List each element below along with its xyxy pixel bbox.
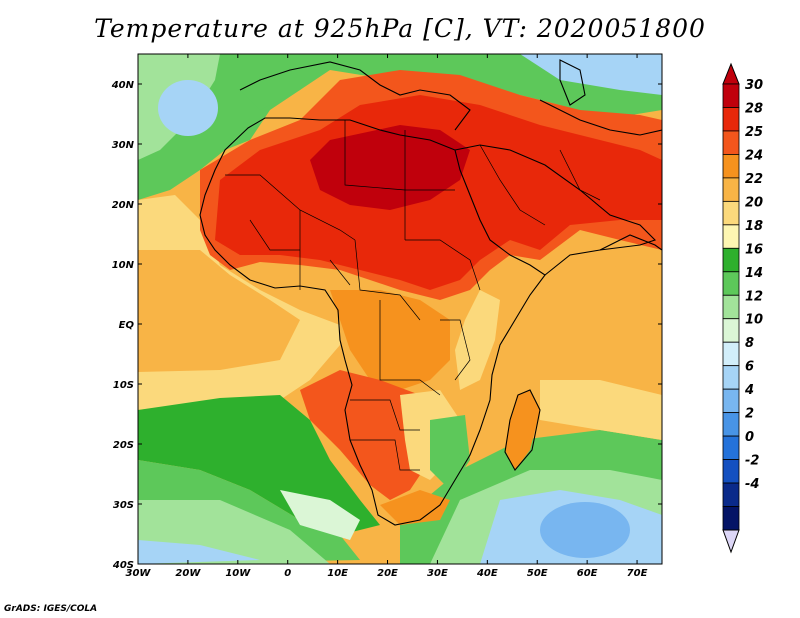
europe-coastline — [239, 61, 471, 131]
colorbar-swatch — [722, 154, 740, 179]
border-line — [344, 120, 406, 240]
lon-label: 0 — [284, 568, 291, 579]
colorbar-level-label: 30 — [745, 78, 763, 93]
border-line — [249, 219, 300, 251]
border-line — [329, 259, 351, 286]
equatorial-atlantic-field — [138, 250, 300, 372]
colorbar-swatch — [722, 482, 740, 507]
colorbar-level-label: 20 — [745, 195, 763, 210]
colorbar-swatch — [722, 412, 740, 437]
credit-label: GrADS: IGES/COLA — [4, 604, 98, 614]
border-line — [404, 130, 455, 191]
map-frame — [137, 53, 663, 565]
colorbar-swatch — [722, 365, 740, 390]
lon-label: 10W — [225, 568, 251, 579]
colorbar-level-label: 18 — [745, 219, 763, 234]
axis-ticks: 30W 20W 10W 0 10E 20E 30E 40E 50E 60E 70E 40N 30N 20N… — [111, 54, 662, 579]
colorbar-level-label: 12 — [745, 289, 763, 304]
south-africa-warm-field — [380, 490, 450, 525]
lon-label: 30W — [126, 568, 152, 579]
colorbar-swatch — [722, 224, 740, 249]
border-line — [440, 319, 471, 381]
lat-label: 40N — [111, 80, 135, 91]
lat-label: 30N — [112, 140, 135, 151]
temperature-field — [138, 54, 662, 564]
atlantic-cold-blob — [158, 80, 218, 136]
colorbar-level-label: 2 — [745, 407, 754, 422]
colorbar-level-label: 4 — [744, 383, 754, 398]
colorbar-swatch — [722, 271, 740, 296]
map-title: Temperature at 925hPa [C], VT: 202005180… — [94, 14, 706, 43]
lon-label: 20E — [377, 568, 398, 579]
colorbar-swatch — [722, 294, 740, 320]
lon-label: 30E — [427, 568, 448, 579]
iran-coastline — [539, 99, 662, 136]
africa-coastline — [199, 117, 546, 526]
caspian-cold-field — [520, 54, 662, 95]
caspian-coastline — [559, 59, 586, 106]
lon-label: 10E — [327, 568, 348, 579]
colorbar-swatch — [722, 107, 740, 132]
colorbar-level-label: -4 — [745, 477, 759, 492]
colorbar-level-label: -2 — [745, 454, 759, 469]
colorbar-level-label: 10 — [745, 313, 763, 328]
lat-label: 20N — [112, 200, 135, 211]
country-borders — [225, 120, 601, 471]
colorbar-swatch — [722, 200, 740, 226]
colorbar-level-label: 28 — [745, 101, 763, 116]
border-line — [405, 239, 481, 291]
colorbar-level-label: 16 — [745, 242, 763, 257]
central-africa-warm-field — [330, 290, 450, 390]
colorbar-swatch — [722, 459, 740, 484]
colorbar-level-label: 25 — [745, 125, 763, 140]
gulf-coastline — [599, 234, 662, 251]
colorbar-level-label: 8 — [745, 336, 754, 351]
colorbar-swatch — [722, 388, 740, 414]
colorbar-swatch — [722, 506, 740, 531]
colorbar-level-label: 22 — [745, 172, 763, 187]
lat-label: 30S — [113, 500, 134, 511]
central-sahara-peak-field — [310, 125, 470, 210]
lat-label: 10N — [112, 260, 135, 271]
colorbar-level-label: 0 — [745, 430, 754, 445]
lon-label: 70E — [627, 568, 648, 579]
border-line — [479, 144, 546, 226]
south-indian-cold-blob — [540, 502, 630, 558]
lat-label: 10S — [113, 380, 134, 391]
colorbar-swatch — [722, 83, 740, 108]
lon-label: 50E — [527, 568, 548, 579]
colorbar-swatch — [722, 341, 740, 367]
colorbar-swatch — [722, 435, 740, 460]
colorbar-swatch — [722, 130, 740, 155]
lon-label: 20W — [175, 568, 201, 579]
border-line — [354, 239, 421, 321]
border-line — [379, 300, 441, 396]
colorbar-level-label: 24 — [745, 148, 763, 163]
lon-label: 60E — [577, 568, 598, 579]
colorbar-swatch — [722, 318, 740, 343]
lat-label: 20S — [113, 440, 134, 451]
madagascar-coastline — [504, 389, 541, 471]
colorbar-level-label: 6 — [745, 360, 754, 375]
colorbar-swatch — [722, 177, 740, 202]
colorbar-swatch — [722, 247, 740, 273]
border-line — [350, 439, 420, 471]
border-line — [559, 149, 601, 201]
lat-label: EQ — [119, 320, 135, 331]
indian-ocean-mild-field — [540, 380, 662, 440]
colorbar-bottom-arrow — [722, 529, 740, 554]
lon-label: 40E — [476, 568, 498, 579]
southwest-cold-corner — [138, 540, 260, 564]
arabia-coastline — [454, 144, 657, 276]
south-atlantic-pale-field — [280, 490, 360, 540]
border-line — [350, 399, 420, 431]
lat-label: 40S — [112, 560, 134, 571]
colorbar-level-label: 14 — [745, 266, 763, 281]
coastlines — [199, 59, 662, 526]
colorbar-top-arrow — [722, 62, 740, 85]
